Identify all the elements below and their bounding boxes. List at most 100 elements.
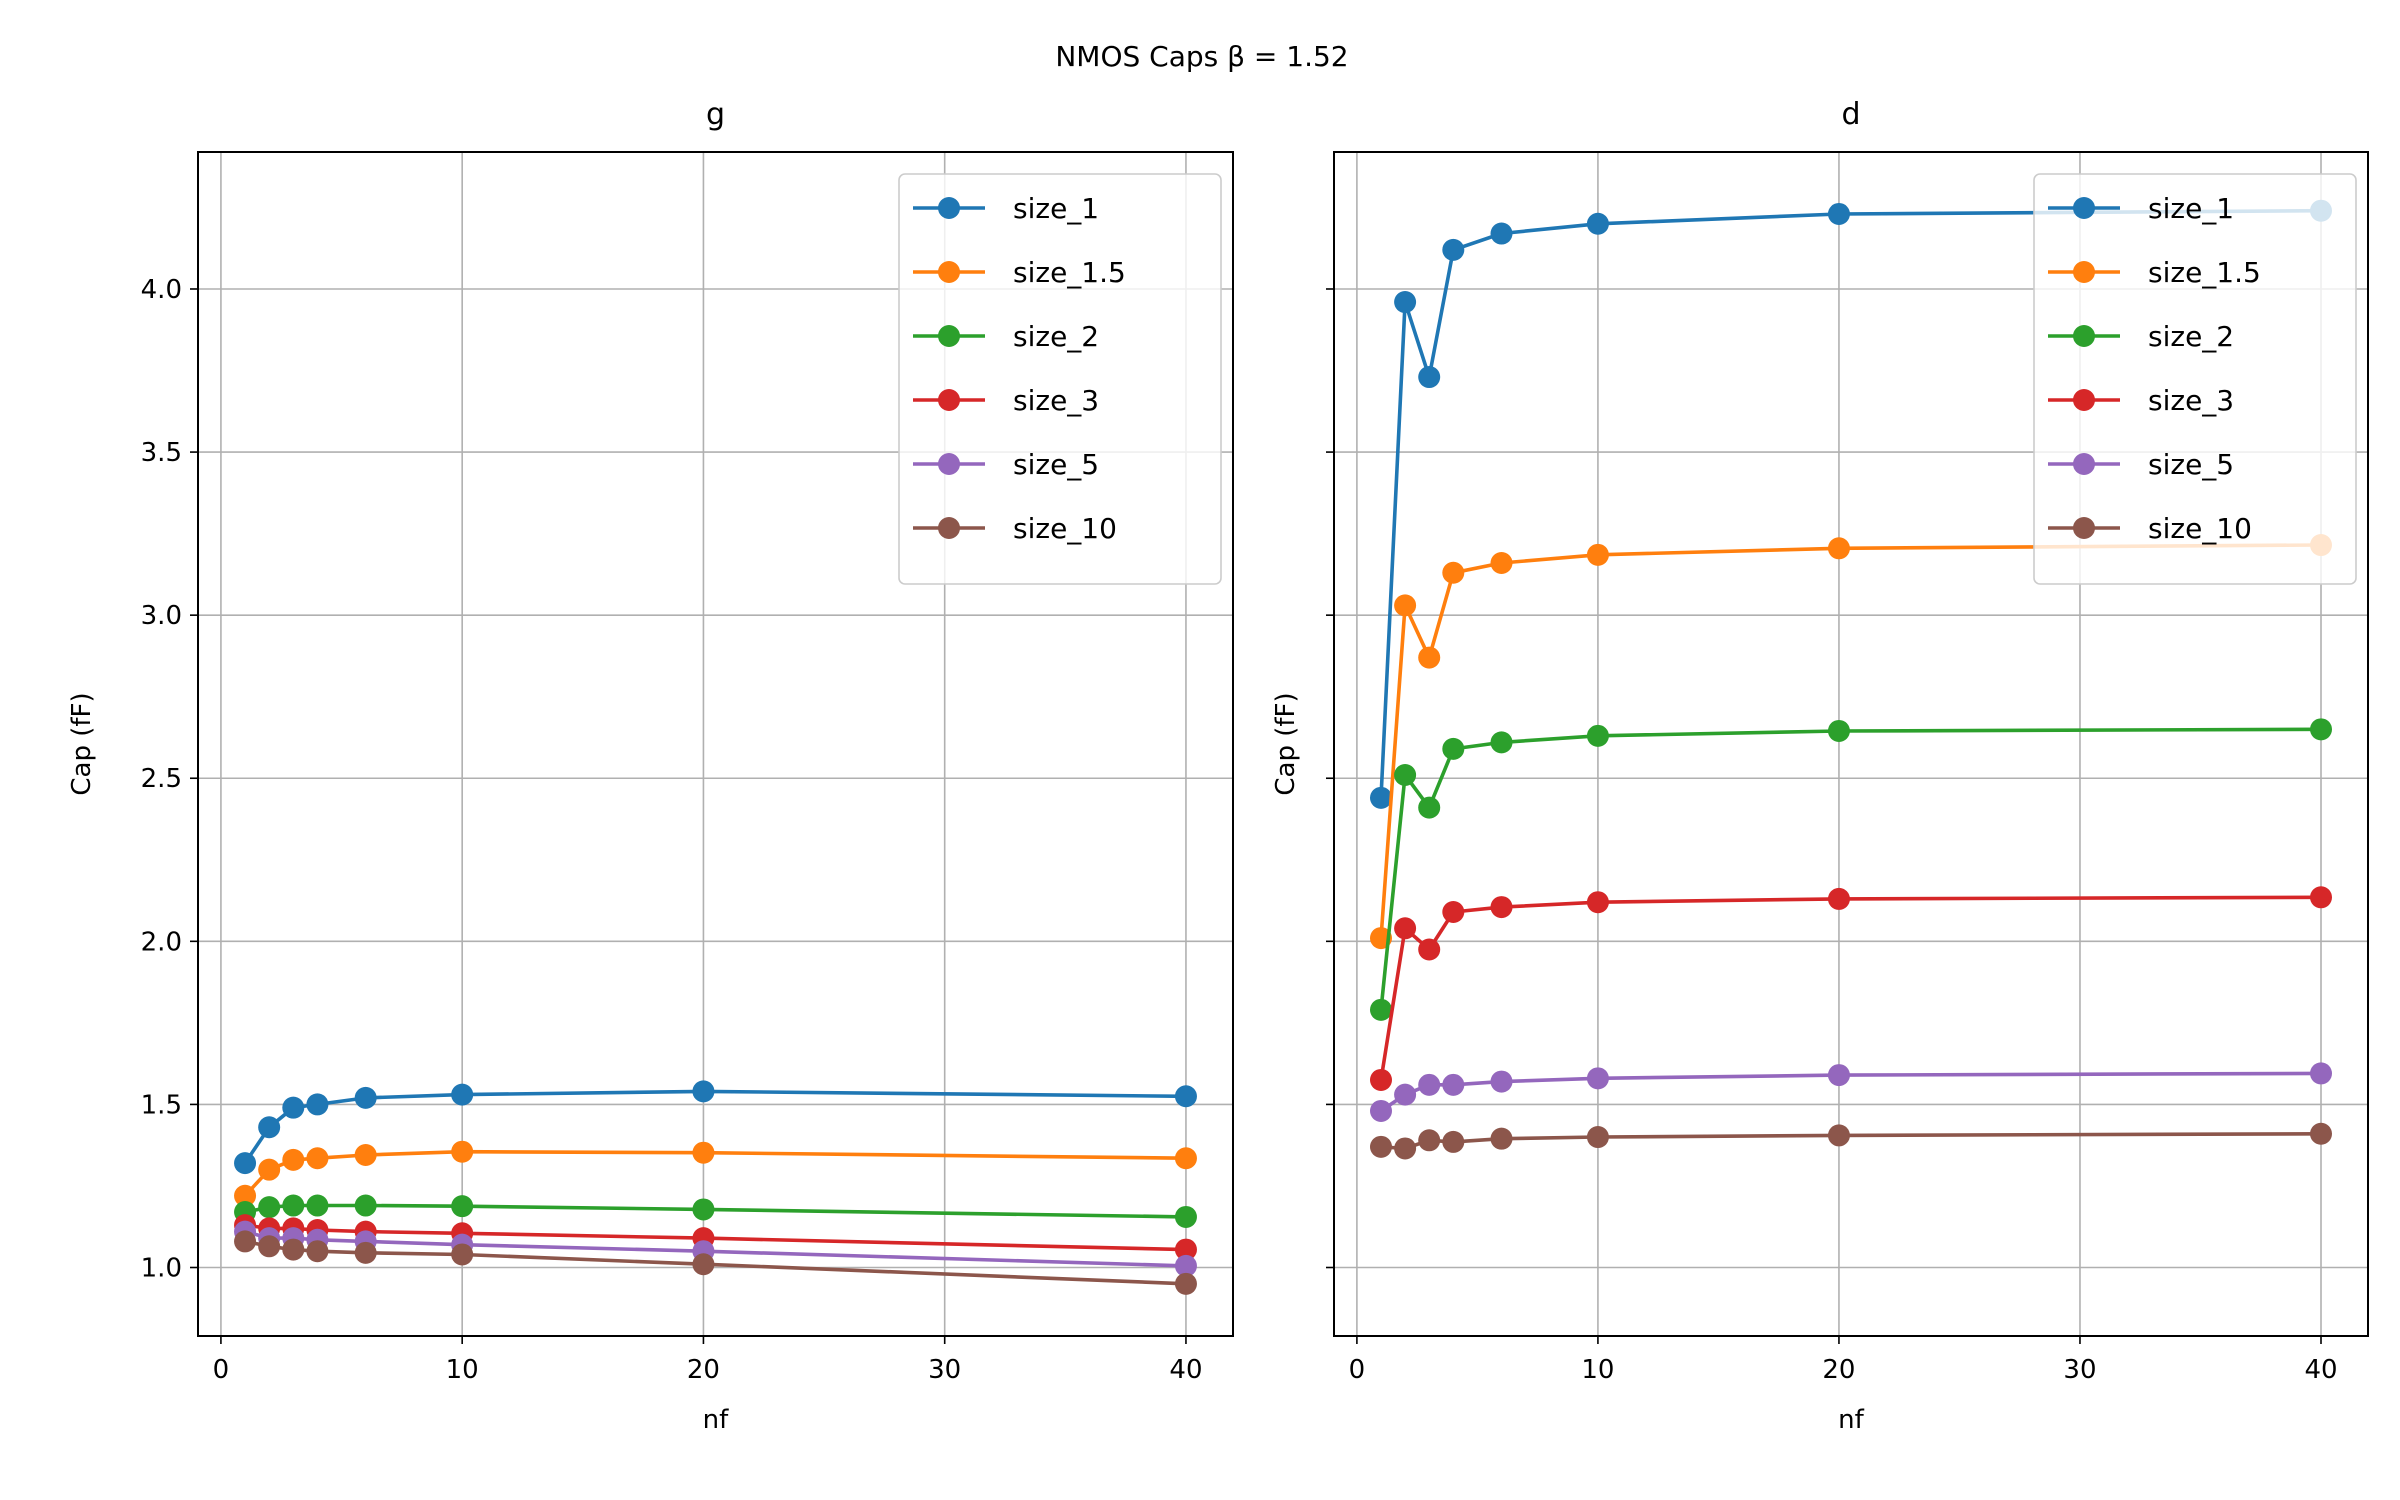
x-tick-label: 20 bbox=[1822, 1355, 1855, 1385]
legend-label: size_2 bbox=[1013, 320, 1099, 353]
legend-marker bbox=[2073, 197, 2095, 219]
data-point bbox=[1418, 1129, 1441, 1152]
y-tick-label: 2.5 bbox=[141, 764, 182, 794]
legend-marker bbox=[938, 197, 960, 219]
data-point bbox=[1490, 222, 1513, 245]
legend-marker bbox=[938, 517, 960, 539]
data-point bbox=[1174, 1254, 1197, 1277]
axes-title: d bbox=[1841, 97, 1860, 132]
data-point bbox=[1827, 719, 1850, 742]
x-axis: 0 10 20 30 40 bbox=[213, 1336, 1203, 1385]
figure-suptitle: NMOS Caps β = 1.52 bbox=[1055, 40, 1348, 73]
data-point bbox=[1370, 1099, 1392, 1122]
data-point bbox=[1586, 1126, 1609, 1149]
data-point bbox=[258, 1158, 281, 1181]
legend: size_1 size_1.5 size_2 size_3 size_5 size_10 bbox=[898, 173, 1222, 585]
data-point bbox=[692, 1253, 715, 1276]
data-point bbox=[1394, 594, 1417, 617]
data-point bbox=[1827, 1064, 1850, 1087]
series-size_5 bbox=[1370, 1062, 2332, 1122]
y-axis bbox=[1326, 288, 1334, 1269]
data-point bbox=[1174, 1272, 1197, 1295]
data-point bbox=[1370, 786, 1392, 809]
x-tick-label: 30 bbox=[928, 1355, 961, 1385]
data-point bbox=[1586, 724, 1609, 747]
legend-label: size_5 bbox=[2148, 448, 2234, 481]
axes-title: g bbox=[706, 97, 725, 132]
data-point bbox=[1394, 291, 1417, 314]
legend-marker bbox=[938, 325, 960, 347]
data-point bbox=[234, 1184, 257, 1207]
chart-panel-d: 0 10 20 30 40 d nf Cap (fF) size_1 size_1.5 size_2… bbox=[1271, 97, 2369, 1435]
axes-frame bbox=[197, 151, 1234, 1337]
data-point bbox=[1827, 1124, 1850, 1147]
data-point bbox=[282, 1238, 305, 1261]
data-point bbox=[451, 1195, 474, 1218]
y-tick-label: 1.0 bbox=[141, 1254, 182, 1284]
legend-item-size_1.5: size_1.5 bbox=[2048, 256, 2261, 289]
x-tick-label: 40 bbox=[1169, 1355, 1202, 1385]
data-point bbox=[1490, 1070, 1513, 1093]
data-point bbox=[1370, 1068, 1392, 1091]
data-point bbox=[1490, 551, 1513, 574]
legend-label: size_1.5 bbox=[2148, 256, 2261, 289]
chart-panel-g: 0 10 20 30 40 1.0 1.5 2.0 2.5 3.0 3.5 4.0 g nf Cap (fF… bbox=[67, 97, 1234, 1435]
x-tick-label: 20 bbox=[687, 1355, 720, 1385]
data-point bbox=[354, 1194, 377, 1217]
charts-container: 0 10 20 30 40 1.0 1.5 2.0 2.5 3.0 3.5 4.0 g nf Cap (fF… bbox=[67, 97, 2369, 1435]
data-point bbox=[1174, 1238, 1197, 1261]
data-point bbox=[1490, 1127, 1513, 1150]
data-point bbox=[234, 1230, 257, 1253]
legend-marker bbox=[938, 261, 960, 283]
legend-item-size_5: size_5 bbox=[913, 448, 1099, 481]
data-point bbox=[282, 1194, 305, 1217]
data-point bbox=[306, 1093, 329, 1116]
data-point bbox=[258, 1116, 281, 1139]
data-point bbox=[306, 1194, 329, 1217]
legend-label: size_3 bbox=[1013, 384, 1099, 417]
data-point bbox=[2310, 886, 2332, 909]
legend-label: size_1 bbox=[2148, 192, 2234, 225]
data-point bbox=[1370, 1135, 1392, 1158]
series-size_1.5 bbox=[234, 1140, 1197, 1207]
data-point bbox=[306, 1240, 329, 1263]
data-point bbox=[1174, 1085, 1197, 1108]
legend-label: size_5 bbox=[1013, 448, 1099, 481]
legend-marker bbox=[2073, 517, 2095, 539]
x-tick-label: 10 bbox=[1581, 1355, 1614, 1385]
x-axis-label: nf bbox=[703, 1405, 729, 1435]
legend-item-size_10: size_10 bbox=[2048, 512, 2252, 545]
legend-label: size_2 bbox=[2148, 320, 2234, 353]
legend-item-size_10: size_10 bbox=[913, 512, 1117, 545]
series-group bbox=[234, 1080, 1197, 1295]
data-point bbox=[451, 1140, 474, 1163]
legend-label: size_1 bbox=[1013, 192, 1099, 225]
legend-marker bbox=[2073, 389, 2095, 411]
series-size_1 bbox=[234, 1080, 1197, 1175]
legend-label: size_3 bbox=[2148, 384, 2234, 417]
series-line bbox=[1379, 208, 2322, 798]
data-point bbox=[451, 1243, 474, 1266]
data-point bbox=[1442, 900, 1465, 923]
data-point bbox=[1586, 212, 1609, 235]
data-point bbox=[1442, 1130, 1465, 1153]
y-tick-label: 2.0 bbox=[141, 927, 182, 957]
data-point bbox=[1394, 917, 1417, 940]
data-point bbox=[354, 1143, 377, 1166]
legend: size_1 size_1.5 size_2 size_3 size_5 size_10 bbox=[2033, 173, 2357, 585]
series-group bbox=[1370, 199, 2332, 1160]
y-axis-label: Cap (fF) bbox=[67, 692, 97, 795]
x-tick-label: 10 bbox=[446, 1355, 479, 1385]
series-size_1 bbox=[1370, 199, 2332, 809]
data-point bbox=[234, 1152, 257, 1175]
legend-frame bbox=[2033, 173, 2357, 585]
x-tick-label: 0 bbox=[1349, 1355, 1366, 1385]
data-point bbox=[1394, 1083, 1417, 1106]
data-point bbox=[1586, 1067, 1609, 1090]
data-point bbox=[692, 1198, 715, 1221]
legend-label: size_1.5 bbox=[1013, 256, 1126, 289]
legend-item-size_3: size_3 bbox=[2048, 384, 2234, 417]
data-point bbox=[354, 1241, 377, 1264]
legend-marker bbox=[2073, 453, 2095, 475]
data-point bbox=[1442, 1073, 1465, 1096]
